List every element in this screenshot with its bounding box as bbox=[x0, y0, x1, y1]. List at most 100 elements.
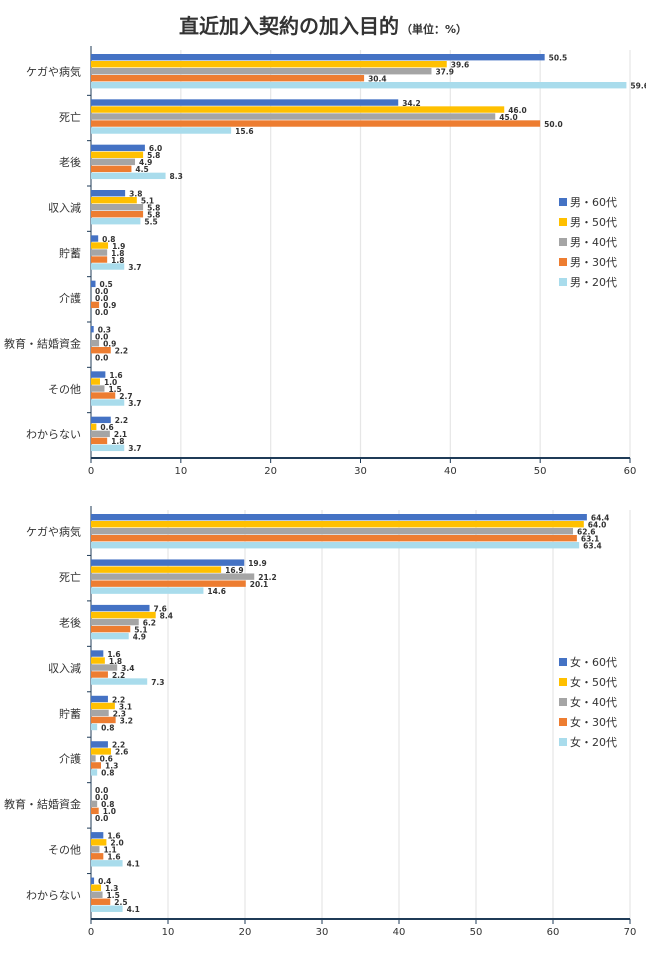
data-label: 1.6 bbox=[107, 853, 120, 862]
data-label: 2.2 bbox=[112, 695, 125, 704]
bar bbox=[91, 755, 96, 762]
data-label: 2.2 bbox=[112, 671, 125, 680]
bar bbox=[91, 347, 111, 354]
data-label: 5.8 bbox=[147, 211, 160, 220]
bar bbox=[91, 695, 108, 703]
data-label: 5.1 bbox=[141, 197, 154, 206]
legend-swatch bbox=[559, 718, 567, 726]
bar bbox=[91, 832, 104, 839]
bar bbox=[91, 158, 136, 166]
bar bbox=[91, 580, 246, 587]
bar bbox=[91, 625, 131, 633]
data-label: 2.7 bbox=[119, 392, 132, 401]
bar bbox=[91, 702, 115, 710]
bar bbox=[91, 113, 496, 120]
bar bbox=[91, 566, 222, 573]
bar bbox=[91, 437, 108, 445]
bar bbox=[91, 877, 95, 884]
data-label: 59.6 bbox=[630, 82, 646, 91]
bar bbox=[91, 430, 110, 438]
data-label: 0.4 bbox=[98, 877, 111, 886]
data-label: 0.0 bbox=[95, 294, 108, 303]
bar bbox=[91, 514, 587, 521]
data-label: 1.0 bbox=[103, 807, 116, 816]
data-label: 7.3 bbox=[151, 678, 164, 687]
bar bbox=[91, 769, 98, 776]
bar bbox=[91, 542, 580, 549]
data-label: 4.9 bbox=[139, 158, 152, 167]
data-label: 1.3 bbox=[105, 884, 118, 893]
data-label: 64.0 bbox=[588, 521, 607, 530]
bar bbox=[91, 587, 204, 594]
bar bbox=[91, 263, 125, 270]
data-label: 3.8 bbox=[129, 190, 142, 199]
legend-label: 女・20代 bbox=[570, 735, 617, 749]
bar bbox=[91, 392, 116, 399]
data-label: 1.5 bbox=[108, 385, 121, 394]
title-text: 直近加入契約の加入目的 bbox=[178, 14, 399, 38]
data-label: 0.6 bbox=[100, 755, 113, 764]
category-label: わからない bbox=[26, 889, 81, 902]
data-label: 2.2 bbox=[112, 741, 125, 750]
legend-label: 男・50代 bbox=[570, 216, 617, 229]
bar bbox=[91, 280, 96, 288]
bar bbox=[91, 559, 245, 566]
bar bbox=[91, 127, 232, 134]
data-label: 46.0 bbox=[508, 106, 527, 115]
data-label: 4.1 bbox=[127, 905, 140, 914]
x-tick-label: 30 bbox=[316, 927, 329, 938]
data-label: 0.0 bbox=[95, 287, 108, 296]
data-label: 3.7 bbox=[128, 399, 141, 408]
bar bbox=[91, 416, 111, 424]
legend-swatch bbox=[559, 218, 567, 226]
data-label: 1.6 bbox=[107, 650, 120, 659]
bar bbox=[91, 709, 109, 717]
data-label: 1.6 bbox=[109, 371, 122, 380]
data-label: 0.0 bbox=[95, 308, 108, 317]
data-label: 62.6 bbox=[577, 528, 596, 537]
legend-swatch bbox=[559, 698, 567, 706]
data-label: 0.8 bbox=[101, 723, 114, 732]
data-label: 21.2 bbox=[258, 573, 277, 582]
category-label: 死亡 bbox=[59, 110, 81, 124]
bar bbox=[91, 846, 100, 853]
unit-note: （単位：%） bbox=[400, 23, 468, 36]
category-label: 収入減 bbox=[48, 201, 81, 215]
legend-label: 男・40代 bbox=[570, 236, 617, 249]
data-label: 14.6 bbox=[207, 587, 226, 596]
data-label: 2.1 bbox=[114, 430, 127, 439]
bar bbox=[91, 853, 104, 860]
category-label: 死亡 bbox=[59, 570, 81, 584]
data-label: 50.0 bbox=[544, 120, 563, 129]
legend-label: 男・30代 bbox=[570, 256, 617, 269]
bar bbox=[91, 748, 112, 755]
x-tick-label: 20 bbox=[264, 466, 277, 477]
data-label: 2.0 bbox=[110, 839, 123, 848]
x-tick-label: 60 bbox=[547, 927, 560, 938]
legend-swatch bbox=[559, 658, 567, 666]
data-label: 0.0 bbox=[95, 793, 108, 802]
x-tick-label: 50 bbox=[470, 927, 483, 938]
data-label: 0.0 bbox=[95, 333, 108, 342]
bar bbox=[91, 723, 98, 731]
bar bbox=[91, 671, 108, 678]
data-label: 0.6 bbox=[100, 423, 113, 432]
legend-swatch bbox=[559, 678, 567, 686]
data-label: 2.2 bbox=[115, 347, 128, 356]
category-label: その他 bbox=[48, 383, 81, 396]
category-label: わからない bbox=[26, 428, 81, 441]
bar bbox=[91, 716, 116, 724]
bar bbox=[91, 371, 106, 378]
bar bbox=[91, 301, 100, 309]
data-label: 30.4 bbox=[368, 75, 387, 84]
data-label: 2.6 bbox=[115, 748, 128, 757]
bar bbox=[91, 535, 577, 542]
bar bbox=[91, 340, 100, 347]
data-label: 5.8 bbox=[147, 204, 160, 213]
bar bbox=[91, 860, 123, 867]
data-label: 0.0 bbox=[95, 814, 108, 823]
bar bbox=[91, 898, 111, 905]
data-label: 0.0 bbox=[95, 786, 108, 795]
data-label: 0.5 bbox=[99, 280, 112, 289]
